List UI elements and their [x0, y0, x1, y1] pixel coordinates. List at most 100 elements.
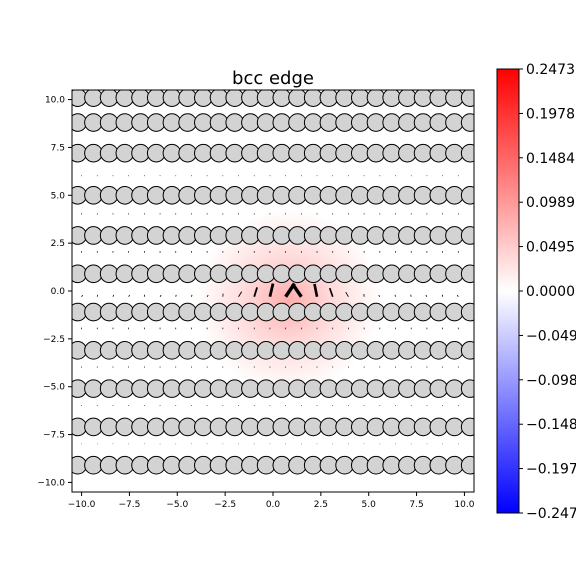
atom	[256, 379, 276, 398]
atom	[350, 185, 370, 205]
atom	[445, 455, 464, 475]
atom	[209, 143, 229, 163]
atom	[288, 455, 307, 475]
atom	[350, 90, 370, 107]
atom	[429, 143, 449, 163]
atom	[241, 113, 260, 132]
atom	[350, 264, 370, 284]
atom	[335, 113, 354, 132]
atom	[225, 113, 245, 132]
atom	[84, 417, 103, 437]
atom	[209, 455, 229, 475]
atom	[131, 302, 150, 322]
displacement-arrow	[378, 294, 381, 297]
atom	[445, 302, 464, 322]
atom	[194, 226, 213, 245]
atom	[413, 302, 433, 322]
plot-area	[72, 90, 474, 492]
y-tick-label: 0.0	[51, 287, 66, 297]
atom	[335, 90, 354, 107]
atom	[366, 185, 386, 205]
atom	[194, 417, 213, 437]
atom	[272, 90, 292, 107]
atom	[366, 455, 386, 475]
atom	[194, 185, 213, 205]
atom	[209, 113, 229, 132]
atom	[256, 113, 276, 132]
atom	[225, 185, 245, 205]
atom	[366, 302, 386, 322]
atom	[241, 417, 260, 437]
atom	[146, 302, 166, 322]
atom	[146, 143, 166, 163]
atom	[429, 379, 449, 398]
atom	[84, 226, 103, 245]
atom	[335, 417, 354, 437]
atom	[272, 302, 292, 322]
atom	[288, 90, 307, 107]
displacement-arrow	[253, 287, 258, 298]
atom	[319, 143, 339, 163]
atom	[335, 341, 354, 360]
atom	[131, 417, 150, 437]
atom	[84, 341, 103, 360]
colorbar-tick-label: 0.0000	[526, 284, 575, 300]
atom	[225, 90, 245, 107]
atom	[288, 226, 307, 245]
atom	[241, 185, 260, 205]
atom	[382, 455, 401, 475]
colorbar-tick-label: −0.2473	[526, 506, 576, 522]
displacement-arrow	[191, 294, 193, 297]
atom	[382, 302, 401, 322]
atom	[366, 417, 386, 437]
atom	[303, 341, 323, 360]
atom	[413, 341, 433, 360]
atom	[146, 417, 166, 437]
atom	[335, 264, 354, 284]
atom	[178, 264, 197, 284]
atom	[84, 455, 103, 475]
atom	[146, 341, 166, 360]
atom	[194, 264, 213, 284]
displacement-arrow	[159, 294, 162, 297]
atom	[178, 455, 197, 475]
atom	[225, 143, 245, 163]
x-tick-label: −2.5	[214, 500, 236, 510]
atom	[99, 302, 119, 322]
atom	[225, 341, 245, 360]
y-tick-label: 7.5	[51, 143, 65, 153]
atom	[429, 226, 449, 245]
x-tick-label: 10.0	[454, 500, 474, 510]
atom	[256, 302, 276, 322]
atom	[194, 143, 213, 163]
atom	[288, 302, 307, 322]
atom	[445, 264, 464, 284]
atom	[460, 143, 474, 163]
atom	[194, 379, 213, 398]
atom	[319, 185, 339, 205]
atom	[131, 455, 150, 475]
atom	[398, 379, 417, 398]
atom	[303, 455, 323, 475]
atom	[335, 226, 354, 245]
atom	[241, 264, 260, 284]
atom	[225, 379, 245, 398]
atom	[413, 185, 433, 205]
atom	[241, 379, 260, 398]
atom	[303, 113, 323, 132]
atom	[303, 226, 323, 245]
atom	[382, 90, 401, 107]
atom	[272, 341, 292, 360]
atom	[225, 264, 245, 284]
atom	[398, 90, 417, 107]
atom	[366, 226, 386, 245]
atom	[115, 455, 135, 475]
atom	[115, 341, 135, 360]
y-tick-label: −10.0	[37, 478, 65, 488]
atom	[303, 90, 323, 107]
atom	[256, 264, 276, 284]
atom	[460, 113, 474, 132]
atom	[178, 341, 197, 360]
atom	[256, 226, 276, 245]
atom	[429, 113, 449, 132]
